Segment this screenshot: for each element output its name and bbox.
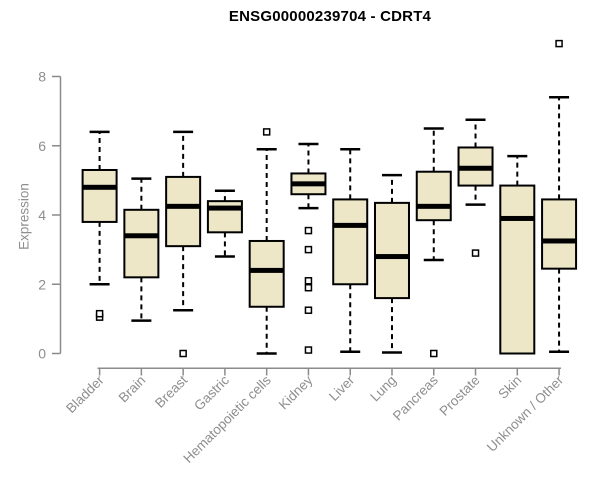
outlier-point	[430, 349, 438, 358]
y-tick-label: 6	[38, 138, 46, 154]
x-tick-label: Gastric	[191, 372, 232, 413]
outlier-point	[304, 283, 313, 292]
x-tick-label: Prostate	[436, 373, 482, 419]
box-pancreas	[415, 127, 452, 358]
box-kidney	[290, 142, 327, 354]
box-hematopoietic-cells	[248, 128, 285, 355]
outlier-point	[304, 277, 313, 285]
box-brain	[123, 177, 160, 322]
y-tick-label: 4	[38, 207, 46, 223]
y-tick-label: 0	[38, 346, 46, 362]
box-unknown-other	[541, 39, 578, 354]
box-prostate	[457, 118, 494, 257]
box-bladder	[81, 130, 118, 321]
outlier-point	[262, 128, 271, 136]
outlier-point	[304, 306, 313, 314]
y-tick-label: 8	[38, 69, 46, 85]
outlier-point	[304, 346, 313, 354]
box-breast	[165, 130, 202, 358]
x-tick-label: Brain	[116, 373, 149, 406]
x-tick-label: Bladder	[63, 372, 107, 416]
x-tick-label: Unknown / Other	[484, 372, 567, 455]
box-skin	[499, 154, 536, 355]
outlier-point	[179, 349, 187, 358]
y-axis: 0 2 4 6 8	[38, 69, 62, 362]
x-tick-label: Liver	[326, 372, 358, 404]
box-gastric	[206, 189, 243, 258]
chart-title: ENSG00000239704 - CDRT4	[228, 8, 432, 25]
box-lung	[373, 173, 410, 354]
x-tick-label: Lung	[367, 373, 399, 405]
y-tick-label: 2	[38, 276, 46, 292]
outlier-point	[304, 226, 313, 235]
outlier-point	[304, 245, 313, 254]
box-liver	[332, 147, 369, 354]
x-tick-label: Skin	[495, 373, 524, 402]
x-tick-label: Pancreas	[390, 372, 441, 423]
outlier-point	[555, 39, 563, 48]
outlier-point	[471, 249, 480, 257]
x-tick-label: Kidney	[276, 372, 316, 412]
x-tick-label: Breast	[152, 372, 190, 410]
outlier-point	[95, 309, 104, 318]
